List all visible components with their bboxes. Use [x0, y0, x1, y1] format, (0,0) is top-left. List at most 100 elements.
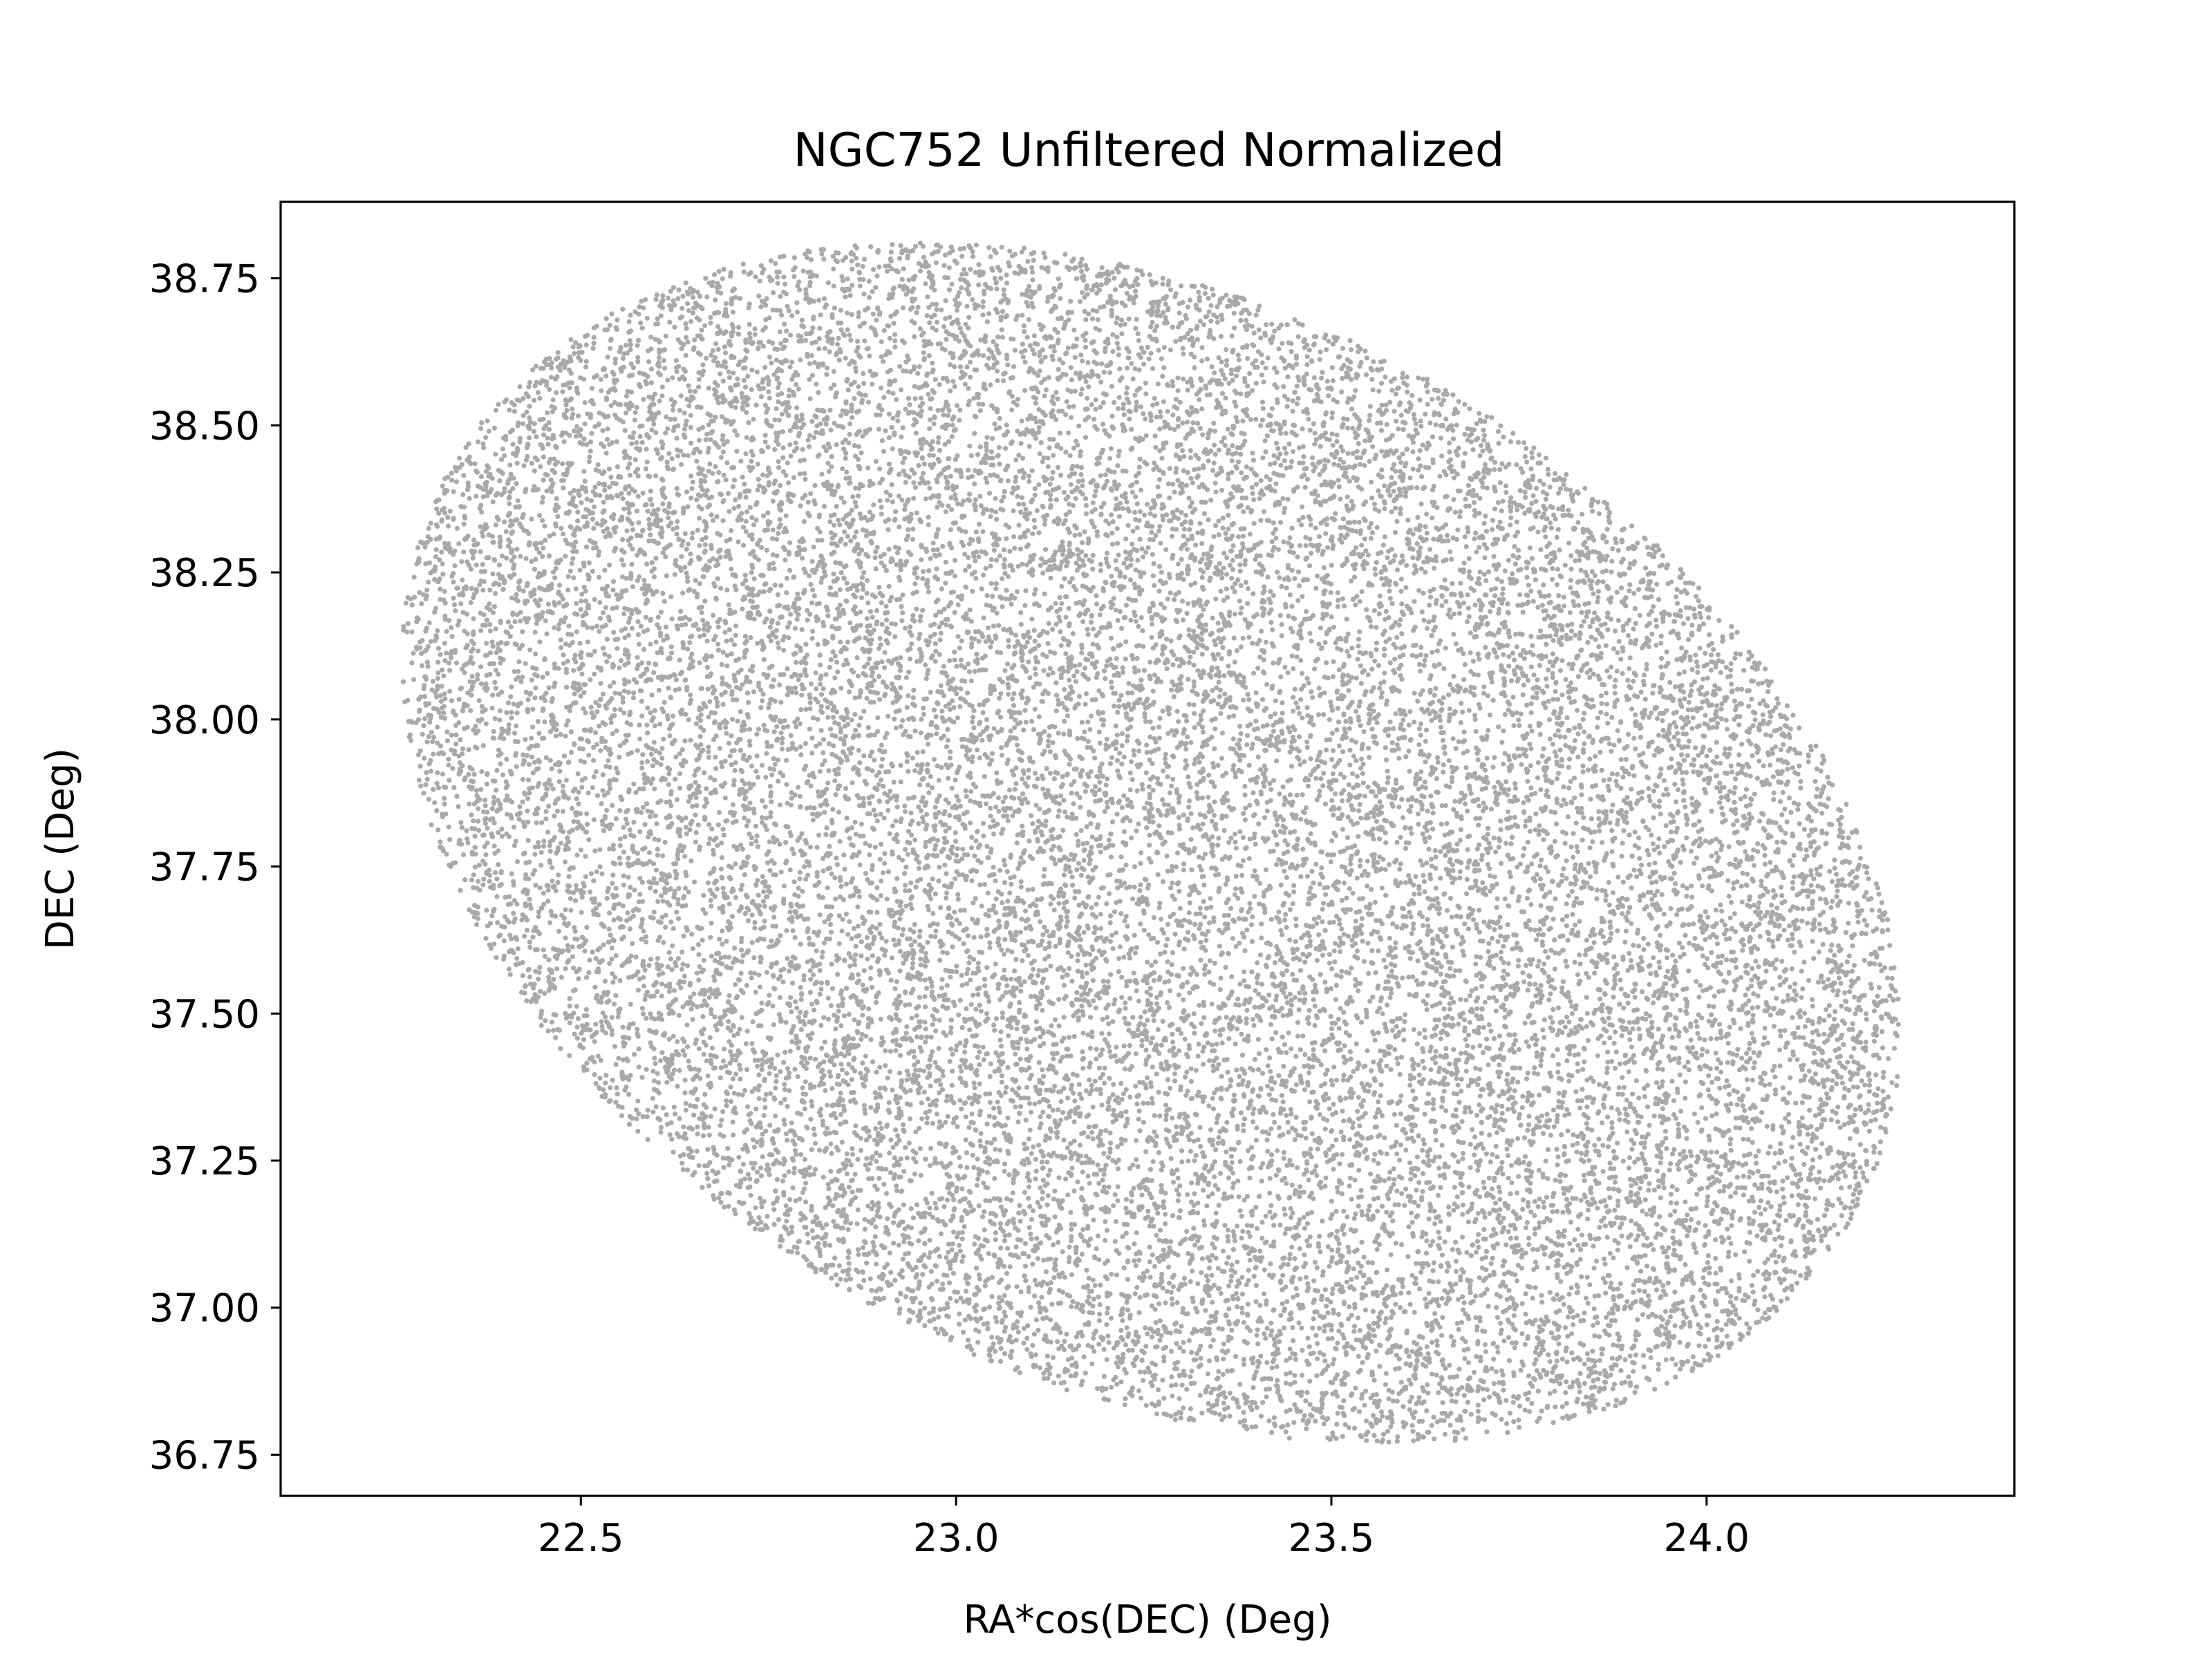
scatter-point	[1013, 632, 1018, 637]
scatter-point	[1441, 892, 1446, 897]
scatter-point	[1445, 533, 1450, 538]
scatter-point	[1838, 1125, 1843, 1130]
scatter-point	[1361, 729, 1366, 734]
scatter-point	[1156, 1150, 1161, 1155]
scatter-point	[997, 554, 1002, 559]
scatter-point	[721, 1156, 726, 1161]
scatter-point	[929, 984, 934, 988]
scatter-point	[974, 529, 979, 534]
scatter-point	[1267, 781, 1272, 786]
scatter-point	[782, 634, 787, 639]
scatter-point	[650, 763, 655, 768]
scatter-point	[736, 325, 741, 330]
scatter-point	[1385, 769, 1390, 774]
scatter-point	[1400, 451, 1405, 456]
scatter-point	[1224, 531, 1228, 536]
scatter-point	[769, 939, 774, 944]
scatter-point	[1426, 1091, 1431, 1096]
scatter-point	[1455, 1123, 1460, 1127]
scatter-point	[640, 440, 645, 445]
scatter-point	[747, 420, 751, 425]
scatter-point	[1739, 1056, 1744, 1060]
scatter-point	[1356, 1203, 1361, 1208]
scatter-point	[447, 778, 451, 782]
scatter-point	[1508, 509, 1513, 514]
scatter-point	[968, 359, 973, 364]
scatter-point	[946, 413, 950, 418]
scatter-point	[1210, 1300, 1215, 1304]
scatter-point	[732, 1091, 737, 1096]
scatter-point	[1147, 833, 1152, 838]
scatter-point	[655, 292, 659, 297]
scatter-point	[1027, 1101, 1032, 1106]
scatter-point	[1291, 1338, 1295, 1343]
scatter-point	[856, 1247, 861, 1252]
scatter-point	[1586, 767, 1591, 772]
scatter-point	[1705, 1194, 1710, 1199]
scatter-point	[1444, 934, 1449, 939]
scatter-point	[1170, 1296, 1174, 1301]
scatter-point	[1197, 760, 1202, 765]
scatter-point	[434, 547, 439, 552]
scatter-point	[1538, 547, 1543, 552]
scatter-point	[619, 628, 624, 633]
scatter-point	[1292, 617, 1297, 621]
scatter-point	[1156, 589, 1161, 594]
scatter-point	[538, 885, 543, 890]
scatter-point	[563, 908, 568, 912]
scatter-point	[1602, 1040, 1606, 1045]
scatter-point	[1216, 621, 1221, 626]
scatter-point	[798, 752, 803, 757]
scatter-point	[1369, 789, 1374, 794]
scatter-point	[1297, 1320, 1302, 1325]
scatter-point	[1208, 1127, 1213, 1132]
scatter-point	[1668, 812, 1673, 817]
scatter-point	[1597, 1225, 1602, 1230]
scatter-point	[1305, 745, 1310, 750]
scatter-point	[1424, 1408, 1429, 1413]
scatter-point	[1286, 1031, 1291, 1035]
scatter-point	[1284, 1299, 1289, 1304]
scatter-point	[1397, 1158, 1402, 1163]
scatter-point	[1407, 1161, 1412, 1165]
scatter-point	[1152, 1113, 1157, 1118]
scatter-point	[1671, 1098, 1676, 1103]
scatter-point	[683, 531, 688, 536]
scatter-point	[1053, 680, 1058, 685]
scatter-point	[1250, 1425, 1255, 1430]
scatter-point	[1564, 1197, 1569, 1201]
scatter-point	[1503, 779, 1508, 784]
scatter-point	[933, 805, 938, 809]
scatter-point	[1795, 807, 1800, 812]
scatter-point	[969, 453, 974, 458]
scatter-point	[898, 685, 903, 690]
scatter-point	[1442, 1006, 1447, 1011]
scatter-point	[1566, 765, 1571, 770]
scatter-point	[1018, 432, 1022, 437]
scatter-point	[494, 768, 499, 773]
scatter-point	[524, 998, 529, 1003]
scatter-point	[760, 1067, 765, 1072]
scatter-point	[1631, 591, 1636, 596]
scatter-point	[1798, 1142, 1803, 1147]
scatter-point	[1408, 956, 1413, 961]
scatter-point	[861, 1278, 866, 1283]
scatter-point	[689, 1006, 694, 1011]
scatter-point	[1230, 1185, 1235, 1190]
scatter-point	[635, 359, 640, 364]
scatter-point	[828, 585, 833, 590]
scatter-point	[1229, 1262, 1234, 1267]
scatter-point	[1555, 1032, 1560, 1037]
scatter-point	[1415, 699, 1420, 704]
scatter-point	[593, 730, 598, 735]
scatter-point	[1742, 1153, 1747, 1158]
scatter-point	[719, 867, 724, 872]
scatter-point	[959, 272, 964, 276]
scatter-point	[800, 1091, 805, 1096]
scatter-point	[1136, 1164, 1141, 1169]
scatter-point	[1631, 736, 1636, 741]
scatter-point	[1056, 1107, 1060, 1112]
scatter-point	[1461, 677, 1466, 682]
scatter-point	[885, 897, 890, 901]
scatter-point	[1714, 1150, 1719, 1154]
